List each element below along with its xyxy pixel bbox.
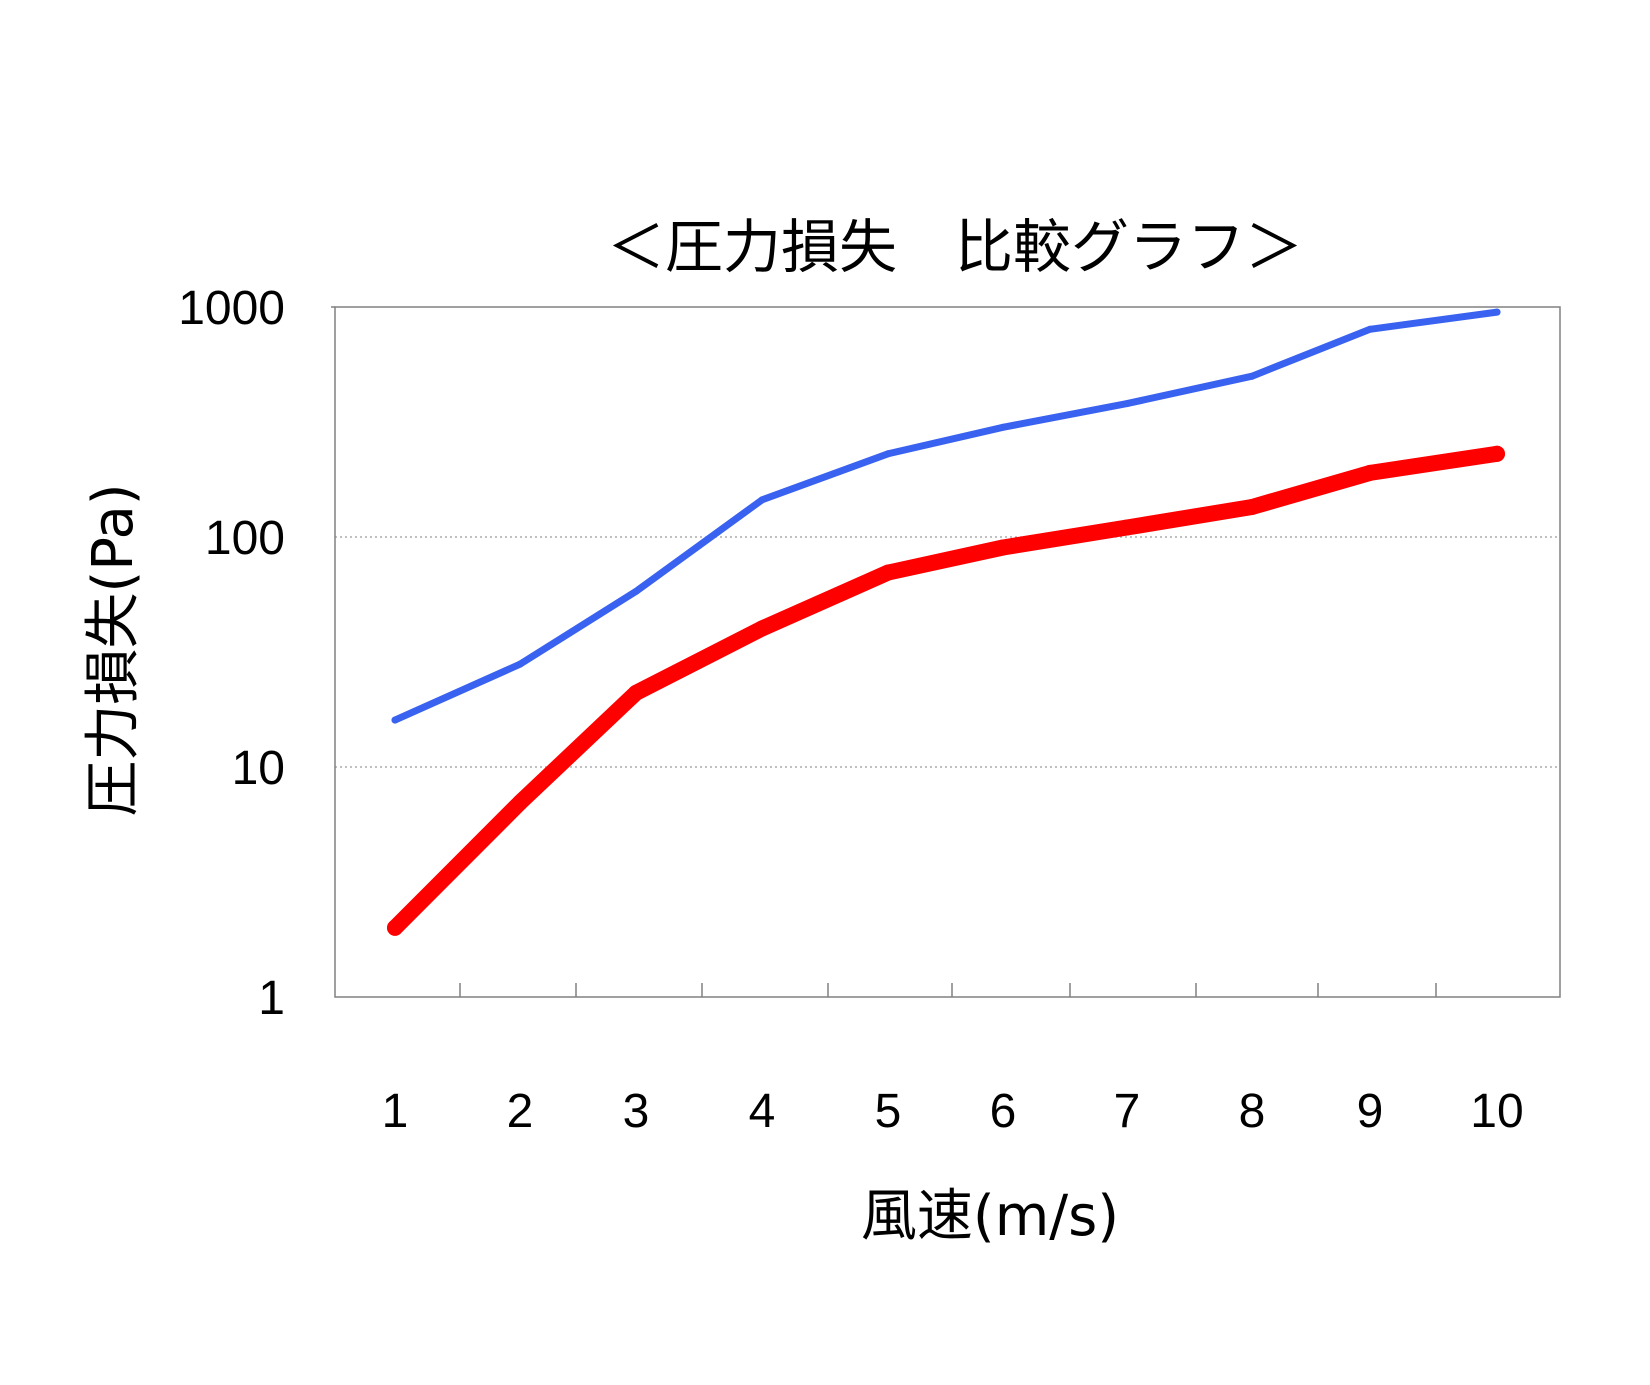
x-tick-label: 5	[875, 1085, 902, 1138]
series-line-1	[391, 308, 1501, 724]
x-tick-label: 4	[749, 1085, 776, 1138]
data-point	[758, 496, 766, 504]
data-point	[999, 423, 1007, 431]
y-tick-label: 10	[232, 742, 285, 795]
data-point	[1123, 400, 1131, 408]
data-point	[1366, 325, 1374, 333]
x-axis-label: 風速(m/s)	[861, 1184, 1119, 1249]
data-point	[512, 794, 528, 811]
data-point	[1248, 372, 1256, 380]
y-tick-label: 1	[258, 972, 285, 1025]
data-point	[391, 716, 399, 724]
data-point	[884, 450, 892, 458]
chart-title: ＜圧力損失 比較グラフ＞	[607, 213, 1303, 281]
x-tick-label: 2	[507, 1085, 534, 1138]
data-point	[516, 660, 524, 668]
x-tick-label: 3	[623, 1085, 650, 1138]
data-point	[1489, 445, 1505, 462]
x-tick-label: 8	[1239, 1085, 1266, 1138]
data-point	[754, 620, 770, 637]
gridlines	[331, 306, 1560, 768]
x-tick-marks	[459, 983, 1437, 997]
y-axis-label: 圧力損失(Pa)	[81, 483, 146, 816]
data-point	[1493, 308, 1501, 316]
data-point	[1244, 499, 1260, 516]
x-tick-label: 7	[1114, 1085, 1141, 1138]
x-tick-label: 10	[1470, 1085, 1523, 1138]
data-point	[995, 539, 1011, 556]
x-tick-label: 9	[1357, 1085, 1384, 1138]
data-point	[632, 587, 640, 595]
data-point	[387, 919, 403, 936]
y-tick-labels: 1 10 100 1000	[178, 282, 285, 1025]
series-line-2	[387, 445, 1505, 936]
x-tick-label: 1	[382, 1085, 409, 1138]
y-tick-label: 100	[205, 512, 285, 565]
series-lines	[387, 308, 1505, 936]
data-point	[880, 564, 896, 581]
data-point	[628, 684, 644, 701]
plot-area	[334, 306, 1561, 998]
x-tick-label: 6	[990, 1085, 1017, 1138]
y-tick-label: 1000	[178, 282, 285, 335]
x-tick-labels: 1 2 3 4 5 6 7 8 9 10	[382, 1085, 1524, 1138]
data-point	[1362, 464, 1378, 481]
data-point	[1119, 519, 1135, 536]
